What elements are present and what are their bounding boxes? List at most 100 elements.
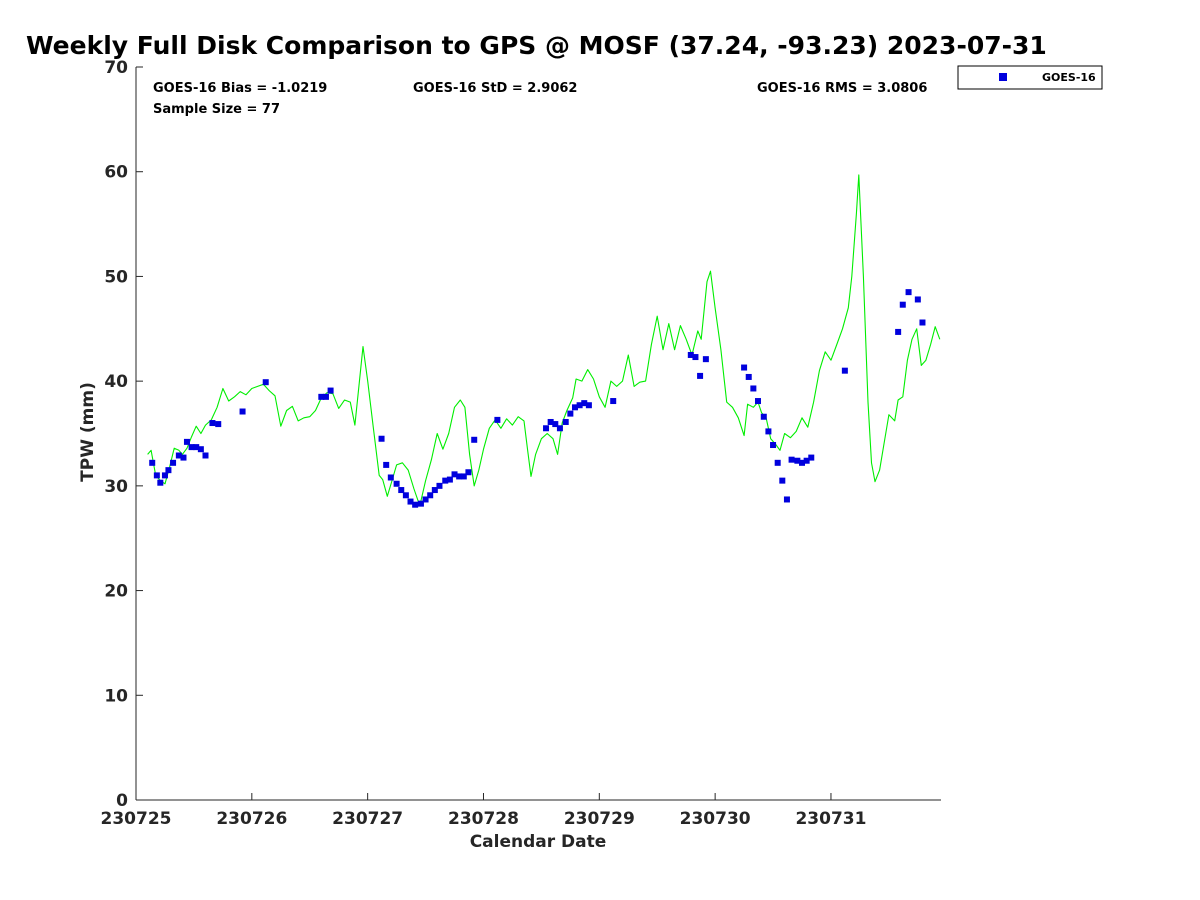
goes16-point <box>576 402 583 409</box>
goes16-point <box>841 367 848 374</box>
y-tick-label: 10 <box>104 686 128 706</box>
y-tick-label: 50 <box>104 267 128 287</box>
goes16-point <box>460 473 467 480</box>
goes16-point <box>387 474 394 481</box>
goes16-point <box>393 480 400 487</box>
goes16-point <box>398 487 405 494</box>
goes16-point <box>427 492 434 499</box>
goes16-point <box>412 501 419 508</box>
legend-box <box>957 65 1103 90</box>
goes16-point <box>197 446 204 453</box>
goes16-point <box>808 454 815 461</box>
x-tick-label: 230731 <box>795 809 866 829</box>
goes16-point <box>770 442 777 449</box>
x-tick-label: 230727 <box>332 809 403 829</box>
goes16-point <box>895 328 902 335</box>
legend: GOES-16 <box>957 65 1103 90</box>
x-tick-label: 230726 <box>216 809 287 829</box>
y-axis-label: TPW (mm) <box>78 382 98 482</box>
goes16-point <box>562 418 569 425</box>
bias-stat: GOES-16 Bias = -1.0219 <box>153 81 327 96</box>
goes16-point <box>165 467 172 474</box>
goes16-point <box>610 398 617 405</box>
goes16-point <box>180 454 187 461</box>
goes16-point <box>799 459 806 466</box>
goes16-point <box>581 400 588 407</box>
goes16-point <box>687 351 694 358</box>
gps-line-path <box>147 174 941 507</box>
goes16-point <box>552 421 559 428</box>
goes16-point <box>692 354 699 361</box>
x-tick-label: 230729 <box>564 809 635 829</box>
goes16-point <box>183 438 190 445</box>
goes16-point <box>750 385 757 392</box>
goes16-point <box>774 459 781 466</box>
y-tick-label: 30 <box>104 477 128 497</box>
goes16-point <box>402 492 409 499</box>
goes16-point <box>456 473 463 480</box>
y-tick-label: 70 <box>104 58 128 78</box>
goes16-point <box>327 387 334 394</box>
x-axis-label: Calendar Date <box>470 832 607 852</box>
goes16-point <box>175 452 182 459</box>
legend-marker <box>999 73 1007 81</box>
series-goes16-points <box>149 289 926 508</box>
goes16-point <box>239 408 246 415</box>
goes16-point <box>547 418 554 425</box>
goes16-point <box>465 469 472 476</box>
goes16-point <box>153 472 160 479</box>
y-tick-label: 0 <box>116 791 128 811</box>
goes16-point <box>318 393 325 400</box>
goes16-point <box>436 482 443 489</box>
axes: 0 10 20 30 40 50 60 70 230725 230726 230727 230728 2… <box>101 58 941 829</box>
goes16-point <box>170 459 177 466</box>
sample-size-stat: Sample Size = 77 <box>153 102 280 117</box>
goes16-point <box>556 425 563 432</box>
goes16-point <box>157 479 164 486</box>
goes16-point <box>905 289 912 296</box>
goes16-point <box>215 421 222 428</box>
goes16-point <box>431 487 438 494</box>
y-tick-label: 60 <box>104 163 128 183</box>
goes16-point <box>745 373 752 380</box>
goes16-point <box>571 404 578 411</box>
goes16-point <box>741 364 748 371</box>
goes16-point <box>149 459 156 466</box>
goes16-point <box>765 428 772 435</box>
goes16-point <box>262 379 269 386</box>
goes16-point <box>442 477 449 484</box>
goes16-point <box>914 296 921 303</box>
goes16-point <box>543 425 550 432</box>
goes16-point <box>471 436 478 443</box>
goes16-point <box>188 444 195 451</box>
goes16-point <box>209 420 216 427</box>
std-stat: GOES-16 StD = 2.9062 <box>413 81 577 96</box>
rms-stat: GOES-16 RMS = 3.0806 <box>757 81 927 96</box>
goes16-point <box>494 416 501 423</box>
goes16-point <box>378 435 385 442</box>
goes16-point <box>754 398 761 405</box>
goes16-point <box>383 461 390 468</box>
legend-label: GOES-16 <box>1042 71 1096 84</box>
goes16-point <box>803 457 810 464</box>
goes16-point <box>422 496 429 503</box>
goes16-point <box>446 476 453 483</box>
chart-title: Weekly Full Disk Comparison to GPS @ MOS… <box>26 31 1047 60</box>
goes16-point <box>697 372 704 379</box>
goes16-point <box>783 496 790 503</box>
goes16-point <box>585 402 592 409</box>
x-tick-label: 230730 <box>680 809 751 829</box>
goes16-point <box>407 498 414 505</box>
goes16-point <box>919 319 926 326</box>
series-gps-line <box>147 174 941 507</box>
goes16-point <box>794 457 801 464</box>
y-tick-label: 40 <box>104 372 128 392</box>
goes16-point <box>567 410 574 417</box>
goes16-point <box>417 500 424 507</box>
goes16-point <box>193 444 200 451</box>
goes16-point <box>779 477 786 484</box>
goes16-point <box>760 413 767 420</box>
x-tick-label: 230725 <box>101 809 172 829</box>
goes16-point <box>202 452 209 459</box>
